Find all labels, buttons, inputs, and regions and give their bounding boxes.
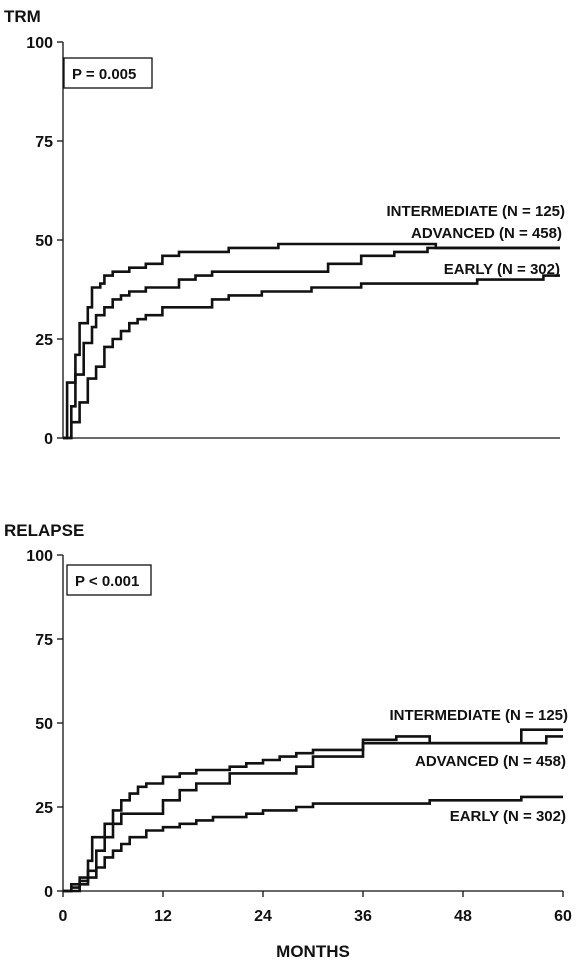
- panel-relapse: RELAPSE 0 25 50 75 100 0 12 24 36 48 60 MONTHS P < 0.…: [4, 521, 572, 961]
- p-value-box: [66, 564, 152, 596]
- y-tick-label: 75: [35, 134, 53, 151]
- y-tick-label: 0: [44, 884, 53, 901]
- y-tick-label: 0: [44, 431, 53, 448]
- panel-title: TRM: [4, 7, 41, 26]
- series-label-advanced: ADVANCED (N = 458): [411, 225, 562, 242]
- x-tick-label: 60: [554, 908, 572, 925]
- series-line-advanced: [63, 246, 560, 440]
- p-value-text: P = 0.005: [72, 66, 136, 83]
- series-line-early: [63, 795, 563, 893]
- series-label-early: EARLY (N = 302): [450, 808, 566, 825]
- x-tick-label: 12: [154, 908, 172, 925]
- series-label-advanced: ADVANCED (N = 458): [415, 753, 566, 770]
- series-line-early: [63, 274, 560, 440]
- y-tick-label: 50: [35, 233, 53, 250]
- x-tick-label: 48: [454, 908, 472, 925]
- p-value-box: [63, 57, 153, 89]
- panel-trm: TRM 0 25 50 75 100 P = 0.005 INTERMEDIATE (N = …: [4, 7, 565, 448]
- panel-title: RELAPSE: [4, 521, 84, 540]
- series-label-intermediate: INTERMEDIATE (N = 125): [390, 707, 569, 724]
- x-tick-label: 0: [59, 908, 68, 925]
- y-tick-label: 25: [35, 800, 53, 817]
- x-tick-label: 36: [354, 908, 372, 925]
- y-tick-label: 100: [26, 35, 53, 52]
- x-tick-label: 24: [254, 908, 272, 925]
- x-axis-label: MONTHS: [276, 942, 350, 960]
- y-tick-label: 75: [35, 632, 53, 649]
- p-value-text: P < 0.001: [75, 573, 139, 590]
- series-label-intermediate: INTERMEDIATE (N = 125): [387, 203, 566, 220]
- series-line-intermediate: [63, 242, 560, 440]
- y-tick-label: 50: [35, 716, 53, 733]
- y-tick-label: 25: [35, 332, 53, 349]
- y-tick-label: 100: [26, 548, 53, 565]
- series-label-early: EARLY (N = 302): [444, 261, 560, 278]
